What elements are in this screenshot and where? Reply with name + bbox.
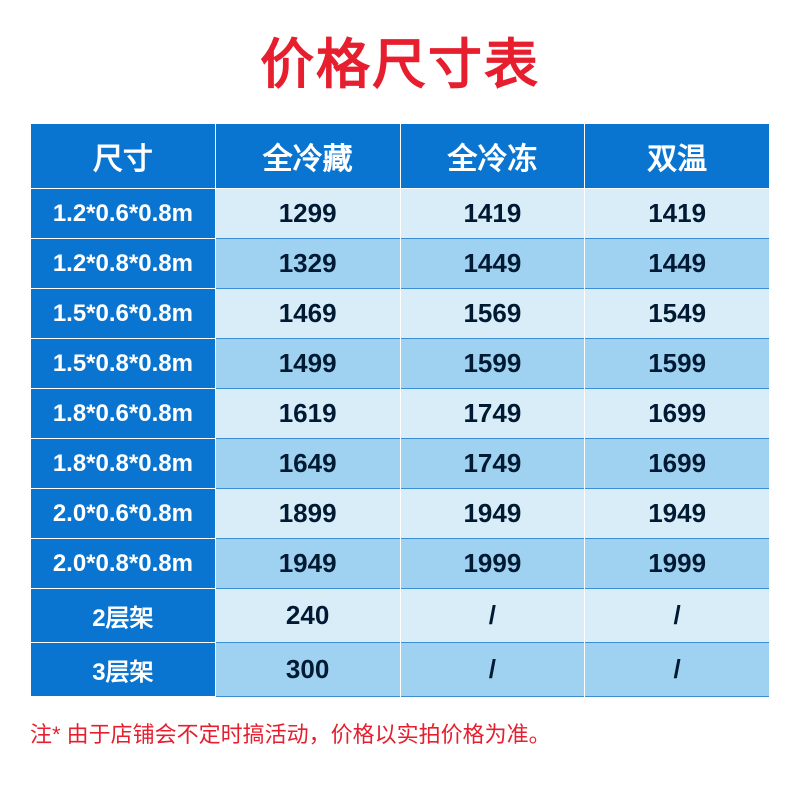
cell-freeze: 1449 — [400, 239, 585, 289]
price-table: 尺寸 全冷藏 全冷冻 双温 1.2*0.6*0.8m 1299 1419 141… — [30, 123, 770, 697]
cell-dual: 1449 — [585, 239, 770, 289]
cell-freeze: 1419 — [400, 189, 585, 239]
cell-chill: 1649 — [215, 439, 400, 489]
table-row: 1.5*0.8*0.8m 1499 1599 1599 — [31, 339, 770, 389]
table-row: 2.0*0.8*0.8m 1949 1999 1999 — [31, 539, 770, 589]
cell-dual: 1599 — [585, 339, 770, 389]
cell-chill: 300 — [215, 643, 400, 697]
cell-dual: / — [585, 589, 770, 643]
cell-dual: 1949 — [585, 489, 770, 539]
cell-size: 1.8*0.6*0.8m — [31, 389, 216, 439]
page-title: 价格尺寸表 — [30, 20, 770, 99]
table-header-row: 尺寸 全冷藏 全冷冻 双温 — [31, 124, 770, 189]
cell-chill: 1499 — [215, 339, 400, 389]
cell-size: 2.0*0.6*0.8m — [31, 489, 216, 539]
cell-size: 2.0*0.8*0.8m — [31, 539, 216, 589]
cell-chill: 240 — [215, 589, 400, 643]
col-header-dual: 双温 — [585, 124, 770, 189]
cell-dual: 1699 — [585, 439, 770, 489]
table-row: 3层架 300 / / — [31, 643, 770, 697]
col-header-freeze: 全冷冻 — [400, 124, 585, 189]
table-row: 2.0*0.6*0.8m 1899 1949 1949 — [31, 489, 770, 539]
cell-chill: 1949 — [215, 539, 400, 589]
cell-chill: 1329 — [215, 239, 400, 289]
cell-size: 1.5*0.6*0.8m — [31, 289, 216, 339]
cell-size: 1.5*0.8*0.8m — [31, 339, 216, 389]
price-size-page: 价格尺寸表 尺寸 全冷藏 全冷冻 双温 1.2*0.6*0.8m 1299 14… — [0, 0, 800, 800]
cell-freeze: 1749 — [400, 389, 585, 439]
cell-size: 3层架 — [31, 643, 216, 697]
cell-dual: 1699 — [585, 389, 770, 439]
cell-chill: 1899 — [215, 489, 400, 539]
table-row: 2层架 240 / / — [31, 589, 770, 643]
cell-size: 1.2*0.6*0.8m — [31, 189, 216, 239]
table-row: 1.5*0.6*0.8m 1469 1569 1549 — [31, 289, 770, 339]
cell-dual: 1419 — [585, 189, 770, 239]
cell-freeze: 1749 — [400, 439, 585, 489]
cell-chill: 1619 — [215, 389, 400, 439]
col-header-size: 尺寸 — [31, 124, 216, 189]
col-header-chill: 全冷藏 — [215, 124, 400, 189]
table-body: 1.2*0.6*0.8m 1299 1419 1419 1.2*0.8*0.8m… — [31, 189, 770, 697]
table-row: 1.8*0.8*0.8m 1649 1749 1699 — [31, 439, 770, 489]
cell-freeze: 1599 — [400, 339, 585, 389]
table-row: 1.2*0.8*0.8m 1329 1449 1449 — [31, 239, 770, 289]
cell-freeze: 1949 — [400, 489, 585, 539]
cell-dual: / — [585, 643, 770, 697]
cell-freeze: 1569 — [400, 289, 585, 339]
cell-freeze: 1999 — [400, 539, 585, 589]
footnote: 注* 由于店铺会不定时搞活动，价格以实拍价格为准。 — [30, 717, 770, 749]
cell-freeze: / — [400, 589, 585, 643]
table-row: 1.8*0.6*0.8m 1619 1749 1699 — [31, 389, 770, 439]
table-head: 尺寸 全冷藏 全冷冻 双温 — [31, 124, 770, 189]
cell-dual: 1999 — [585, 539, 770, 589]
cell-size: 1.2*0.8*0.8m — [31, 239, 216, 289]
cell-freeze: / — [400, 643, 585, 697]
cell-chill: 1469 — [215, 289, 400, 339]
cell-chill: 1299 — [215, 189, 400, 239]
cell-size: 1.8*0.8*0.8m — [31, 439, 216, 489]
cell-size: 2层架 — [31, 589, 216, 643]
table-row: 1.2*0.6*0.8m 1299 1419 1419 — [31, 189, 770, 239]
cell-dual: 1549 — [585, 289, 770, 339]
